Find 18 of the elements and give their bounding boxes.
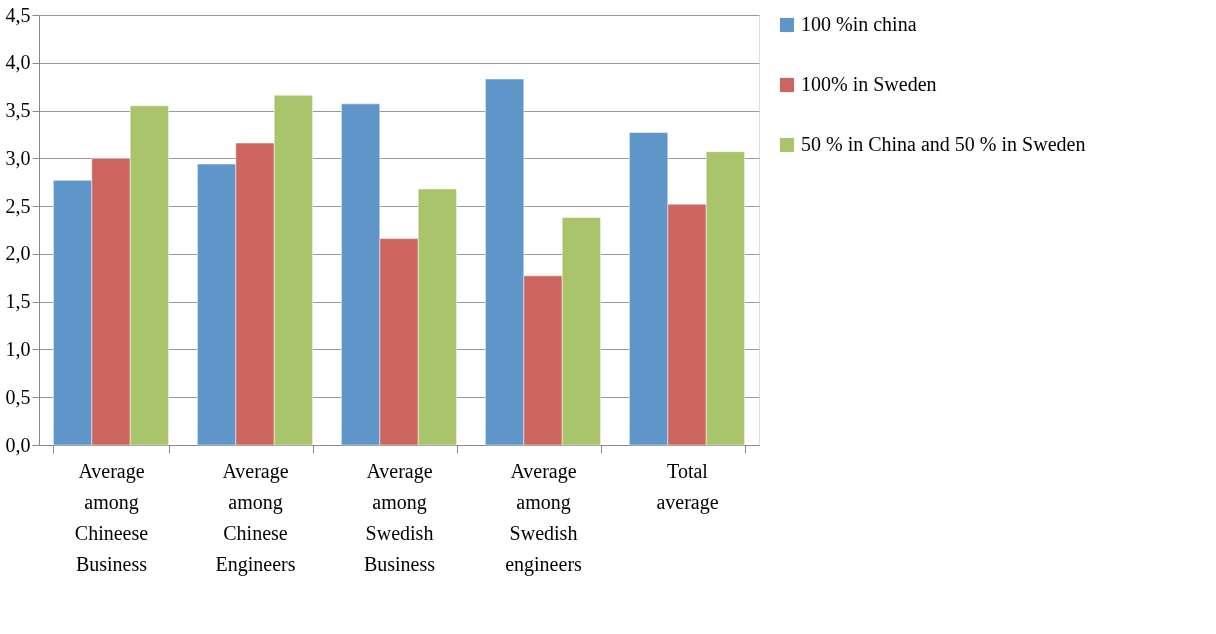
legend-label: 100 %in china [801,13,917,35]
y-tick-label: 2,5 [5,194,31,217]
legend-label: 100% in Sweden [801,73,937,95]
x-tick-label: Average among Swedish engineers [505,459,583,576]
y-tick-label: 4,5 [5,3,31,26]
y-tick-label: 1,0 [5,337,31,360]
y-tick-label: 0,0 [5,433,31,456]
y-tick-label: 3,0 [5,146,31,169]
x-tick-label: Average among Swedish Business [363,459,436,575]
y-tick-label: 1,5 [5,290,31,313]
x-tick-label: Average among Chinese Engineers [215,459,296,576]
y-tick-label: 4,0 [5,51,31,74]
y-tick-label: 0,5 [5,385,31,408]
x-tick-label: Average among Chineese Business [74,459,149,575]
y-tick-label: 2,0 [5,242,31,265]
y-tick-label: 3,5 [5,99,31,122]
x-tick-label: Total average [656,459,719,514]
legend-label: 50 % in China and 50 % in Sweden [801,133,1086,155]
